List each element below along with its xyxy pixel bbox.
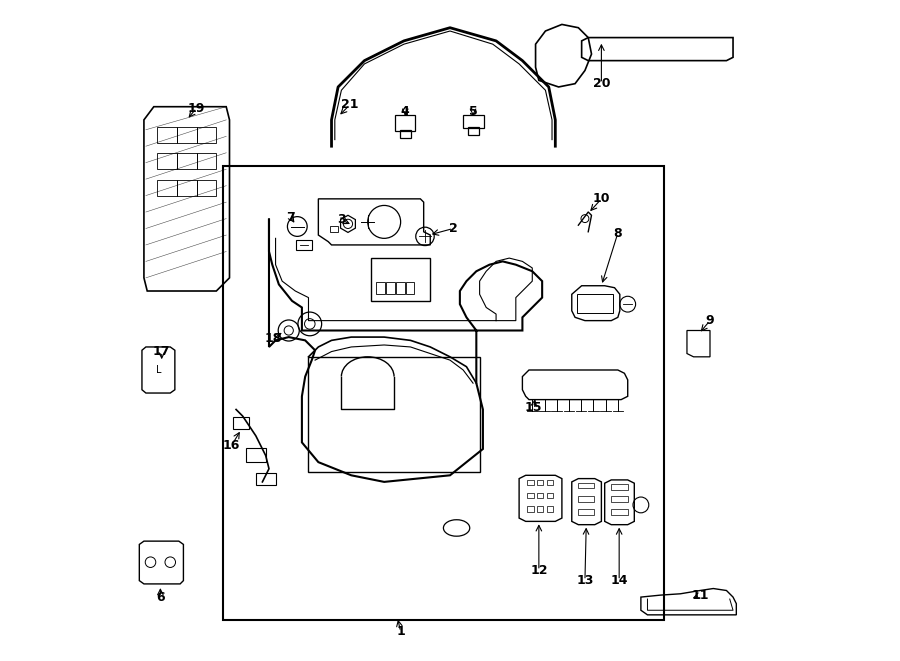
Text: 3: 3 bbox=[338, 214, 346, 227]
Text: 5: 5 bbox=[469, 105, 477, 118]
Text: 20: 20 bbox=[592, 77, 610, 90]
Text: L: L bbox=[156, 365, 161, 375]
Bar bbox=[406, 282, 415, 294]
Bar bbox=[176, 180, 196, 196]
Bar bbox=[547, 493, 553, 498]
Bar bbox=[376, 282, 385, 294]
Text: 21: 21 bbox=[341, 98, 359, 111]
Bar bbox=[579, 496, 594, 502]
Text: 10: 10 bbox=[592, 192, 610, 206]
Bar bbox=[158, 127, 176, 143]
Bar bbox=[547, 480, 553, 485]
Bar bbox=[396, 282, 405, 294]
Bar bbox=[537, 506, 544, 512]
Bar bbox=[579, 483, 594, 488]
Bar bbox=[158, 153, 176, 169]
Bar bbox=[464, 115, 484, 128]
Bar bbox=[196, 180, 216, 196]
Bar bbox=[537, 480, 544, 485]
Bar bbox=[537, 493, 544, 498]
Bar bbox=[296, 240, 311, 251]
Bar bbox=[400, 130, 410, 138]
Bar bbox=[547, 506, 553, 512]
Text: 1: 1 bbox=[396, 625, 405, 639]
Text: 18: 18 bbox=[265, 332, 283, 345]
Bar bbox=[395, 114, 415, 131]
Text: 14: 14 bbox=[610, 574, 628, 587]
Bar bbox=[196, 153, 216, 169]
Bar bbox=[256, 473, 275, 485]
Text: 15: 15 bbox=[525, 401, 543, 414]
Bar bbox=[579, 509, 594, 515]
Bar bbox=[223, 166, 664, 620]
Bar bbox=[196, 127, 216, 143]
Text: 16: 16 bbox=[223, 439, 240, 452]
Bar bbox=[246, 447, 266, 462]
Text: 8: 8 bbox=[614, 227, 622, 239]
Text: 9: 9 bbox=[706, 314, 715, 327]
Bar bbox=[176, 153, 196, 169]
Text: 6: 6 bbox=[156, 590, 165, 603]
Bar bbox=[330, 226, 338, 233]
Bar bbox=[386, 282, 395, 294]
Text: 7: 7 bbox=[286, 211, 295, 224]
Text: 4: 4 bbox=[400, 105, 410, 118]
Bar bbox=[309, 357, 480, 472]
Bar bbox=[611, 509, 627, 515]
Text: 11: 11 bbox=[691, 588, 709, 602]
Bar bbox=[611, 496, 627, 502]
Text: 17: 17 bbox=[153, 345, 170, 358]
Text: 19: 19 bbox=[188, 102, 205, 114]
Text: 12: 12 bbox=[530, 564, 547, 577]
Bar bbox=[611, 484, 627, 490]
Bar bbox=[158, 180, 176, 196]
Bar bbox=[371, 258, 430, 301]
Bar bbox=[527, 506, 534, 512]
Bar bbox=[233, 417, 249, 429]
Bar bbox=[577, 294, 613, 313]
Bar bbox=[176, 127, 196, 143]
Bar bbox=[527, 493, 534, 498]
Bar bbox=[527, 480, 534, 485]
Text: 2: 2 bbox=[449, 222, 458, 235]
Bar bbox=[468, 127, 479, 135]
Text: 13: 13 bbox=[576, 574, 594, 587]
